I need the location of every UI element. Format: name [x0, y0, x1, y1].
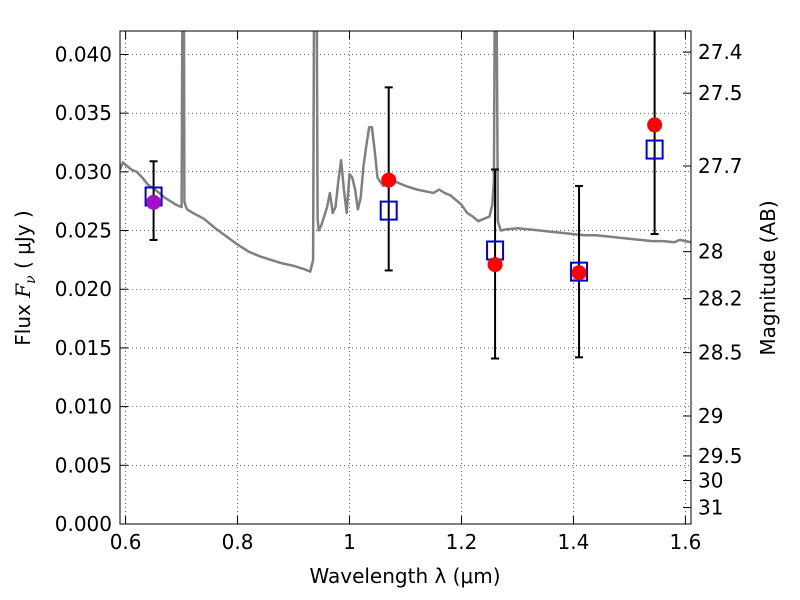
y-tick-label: 0.030	[55, 160, 112, 184]
y-axis-title: Flux Fν ( μJy )	[11, 210, 39, 345]
x-tick-label: 0.8	[222, 530, 254, 554]
y-tick-label: 0.025	[55, 219, 112, 243]
y2-tick-label: 27.5	[698, 81, 743, 105]
y-tick-label: 0.010	[55, 395, 112, 419]
observed-circle-marker	[571, 265, 587, 281]
y2-tick-label: 27.7	[698, 154, 743, 178]
y2-tick-label: 27.4	[698, 40, 743, 64]
y2-tick-label: 29	[698, 404, 723, 428]
x-axis-title: Wavelength λ (μm)	[309, 564, 500, 588]
x-tick-label: 1.6	[669, 530, 701, 554]
y-tick-label: 0.005	[55, 453, 112, 477]
tick-labels: 0.6 0.8 1 1.2 1.4 1.6 0.000 0.005 0.010 0.015 0.02…	[55, 40, 743, 554]
y2-tick-label: 29.5	[698, 444, 743, 468]
observed-circle-marker	[146, 194, 162, 210]
x-tick-label: 1	[343, 530, 356, 554]
spectrum-line	[120, 31, 691, 273]
plot-frame	[119, 30, 692, 525]
y2-tick-label: 31	[698, 496, 723, 520]
y-tick-label: 0.020	[55, 277, 112, 301]
model-square-marker	[645, 139, 664, 160]
x-tick-label: 1.4	[558, 530, 590, 554]
y-tick-label: 0.035	[55, 101, 112, 125]
ticks	[120, 31, 691, 525]
observed-circle-marker	[381, 172, 397, 188]
x-tick-label: 0.6	[110, 530, 142, 554]
y2-tick-label: 28	[698, 240, 723, 264]
observed-circle-marker	[487, 257, 503, 273]
y2-axis-title: Magnitude (AB)	[756, 200, 780, 355]
model-square-marker	[570, 261, 589, 282]
plot-background	[120, 31, 691, 524]
y-tick-label: 0.015	[55, 336, 112, 360]
observed-circle-marker	[647, 117, 663, 133]
y-tick-label: 0.040	[55, 42, 112, 66]
y2-tick-label: 28.2	[698, 287, 743, 311]
y2-tick-label: 30	[698, 469, 723, 493]
x-tick-label: 1.2	[446, 530, 478, 554]
y-tick-label: 0.000	[55, 512, 112, 536]
model-spectrum	[120, 31, 691, 273]
y2-tick-label: 28.5	[698, 341, 743, 365]
observed-photometry-points	[146, 117, 663, 281]
model-square-marker	[379, 200, 398, 221]
